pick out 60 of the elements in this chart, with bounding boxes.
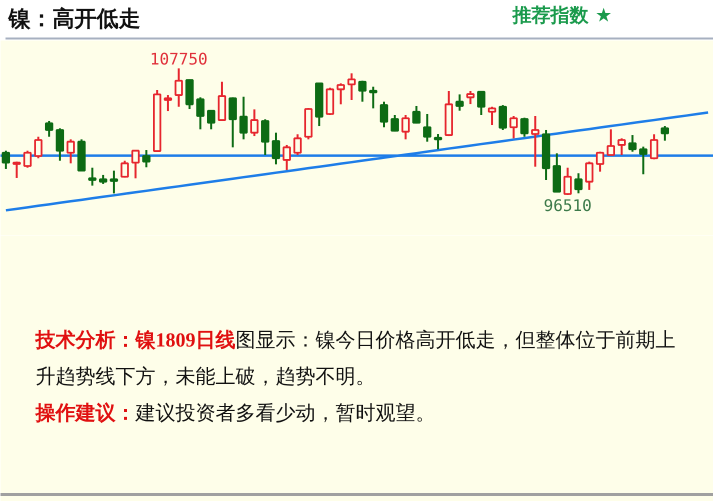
candlestick [498, 104, 507, 131]
candlestick [660, 125, 670, 142]
candlestick [380, 100, 388, 128]
candlestick [455, 93, 464, 112]
text: 技术分析：镍1809日线 [34, 330, 236, 352]
candlestick [174, 67, 183, 108]
candlestick [628, 134, 637, 153]
candlestick [272, 132, 280, 166]
candlestick [239, 96, 248, 140]
candlestick [88, 166, 96, 187]
candlestick [596, 150, 604, 173]
text: 操作建议： [34, 402, 136, 424]
candlestick [23, 150, 32, 169]
candlestick [142, 149, 150, 168]
candlestick [228, 96, 237, 148]
candlestick [164, 94, 172, 112]
candlestick [401, 114, 410, 140]
candlestick [574, 172, 583, 194]
candlestick [2, 150, 10, 170]
candlestick [477, 90, 486, 116]
candlestick [110, 170, 118, 194]
candlestick [12, 160, 21, 179]
candlestick [66, 138, 75, 164]
candlestick [639, 146, 648, 176]
candlestick [120, 160, 129, 179]
candlestick [423, 112, 432, 143]
candlestick [369, 86, 378, 110]
candlestick [531, 115, 540, 168]
candlestick [98, 174, 108, 185]
candlestick [390, 114, 399, 133]
candlestick [606, 128, 616, 156]
candlestick [44, 120, 54, 138]
candlestick [358, 80, 367, 103]
candlestick [131, 149, 140, 180]
candlestick [34, 136, 42, 160]
candlestick [650, 133, 658, 160]
candlestick [282, 144, 291, 171]
candlestick [218, 80, 226, 122]
candlestick [261, 118, 270, 156]
candlestick [510, 115, 518, 140]
candlestick [347, 72, 356, 102]
candlestick [466, 90, 475, 106]
candlestick [520, 116, 529, 138]
annotation: 96510 [544, 196, 592, 215]
chart-title: 镍：高开低走 [8, 6, 140, 32]
candlestick [250, 108, 259, 138]
candlestick [618, 137, 626, 156]
candlestick [412, 104, 421, 125]
candlestick [336, 82, 345, 106]
candlestick [434, 133, 442, 150]
candlestick [196, 96, 204, 130]
candlestick [56, 127, 64, 162]
chart-subtitle: 推荐指数 ★ [512, 4, 612, 26]
candlestick [207, 109, 216, 130]
candlestick [293, 133, 302, 156]
candlestick [585, 160, 594, 191]
text: 建议投资者多看少动，暂时观望。 [134, 402, 436, 424]
candlestick [488, 106, 496, 126]
candlestick [564, 166, 572, 196]
annotation: 107750 [150, 49, 208, 68]
